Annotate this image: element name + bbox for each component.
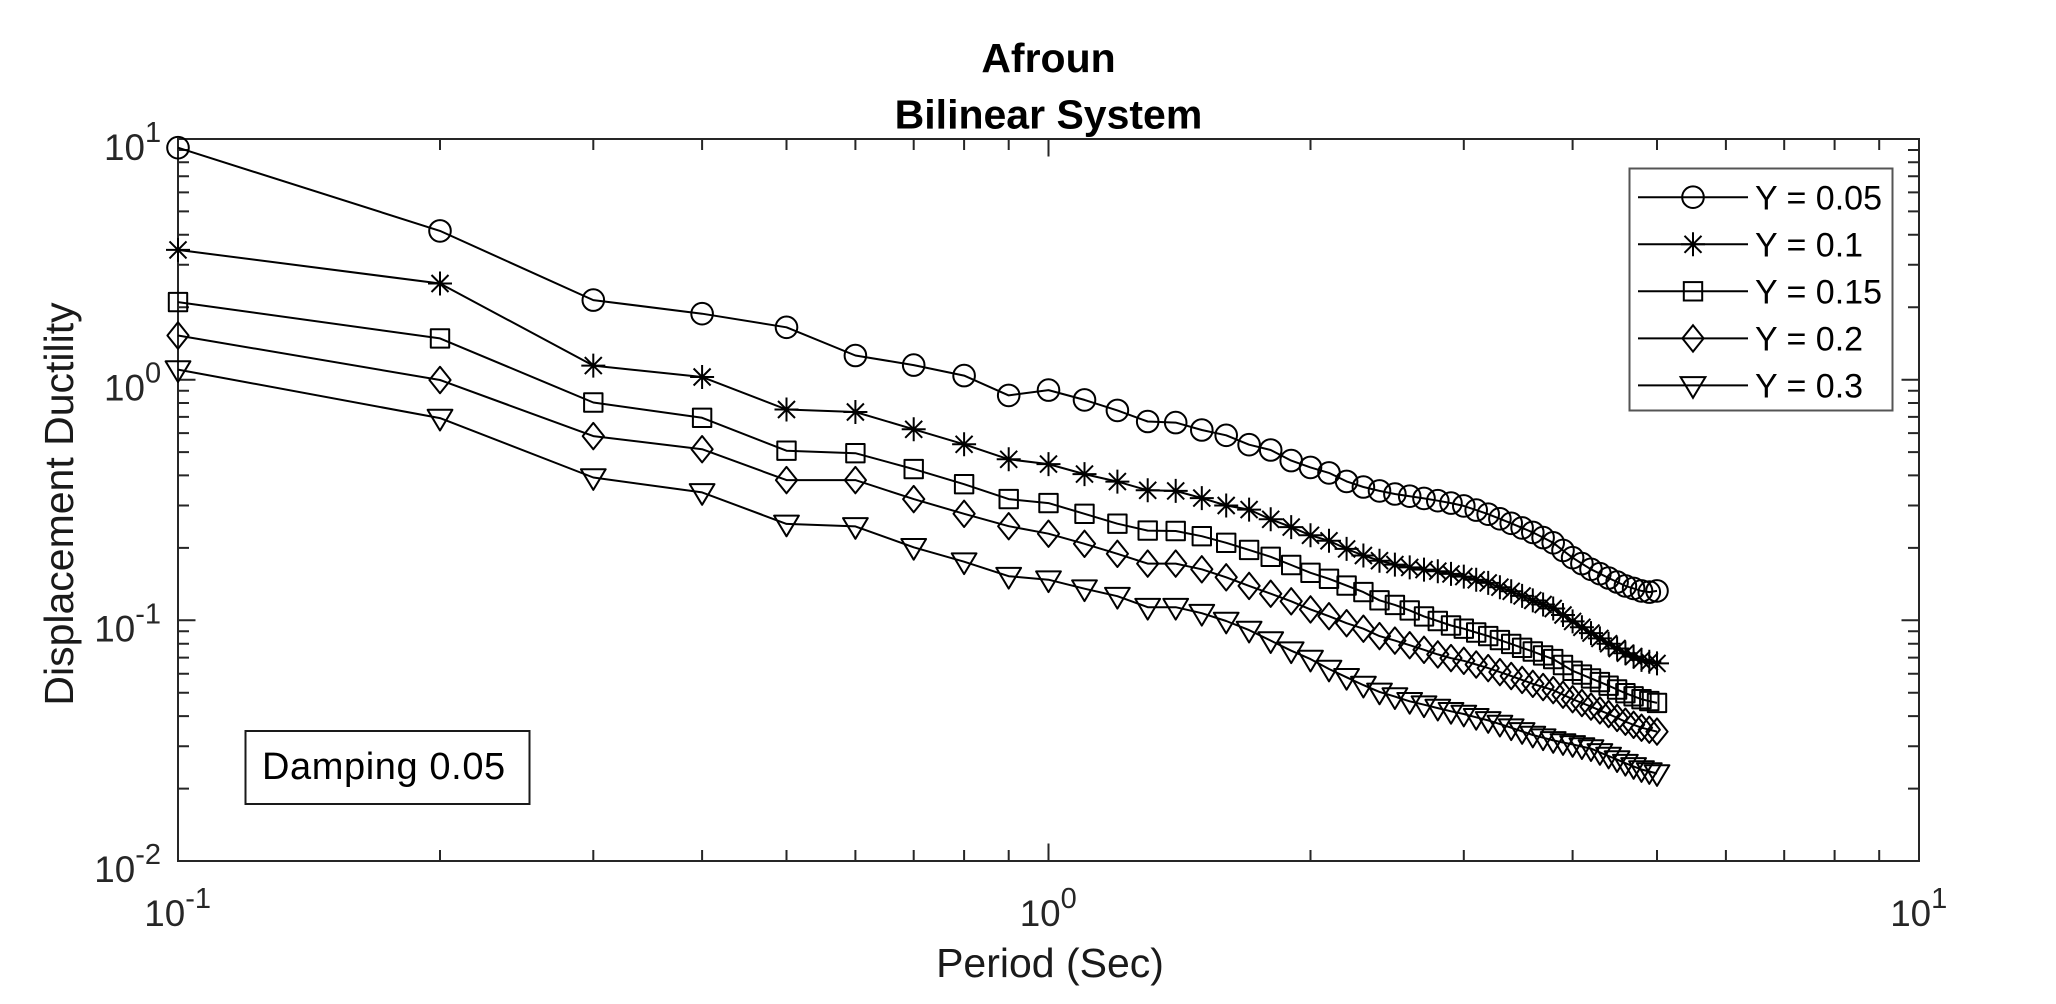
svg-text:Y = 0.2: Y = 0.2 (1755, 321, 1863, 359)
svg-text:Y = 0.3: Y = 0.3 (1755, 368, 1863, 406)
svg-text:Y = 0.1: Y = 0.1 (1755, 226, 1863, 264)
svg-text:Afroun: Afroun (981, 35, 1115, 81)
svg-text:10-2: 10-2 (94, 839, 161, 890)
svg-text:Y = 0.15: Y = 0.15 (1755, 274, 1882, 312)
svg-text:Displacement Ductility: Displacement Ductility (36, 302, 82, 706)
svg-text:Damping 0.05: Damping 0.05 (262, 746, 506, 788)
svg-text:Period (Sec): Period (Sec) (936, 940, 1164, 986)
svg-text:Y = 0.05: Y = 0.05 (1755, 179, 1882, 217)
svg-text:Bilinear System: Bilinear System (895, 91, 1203, 137)
